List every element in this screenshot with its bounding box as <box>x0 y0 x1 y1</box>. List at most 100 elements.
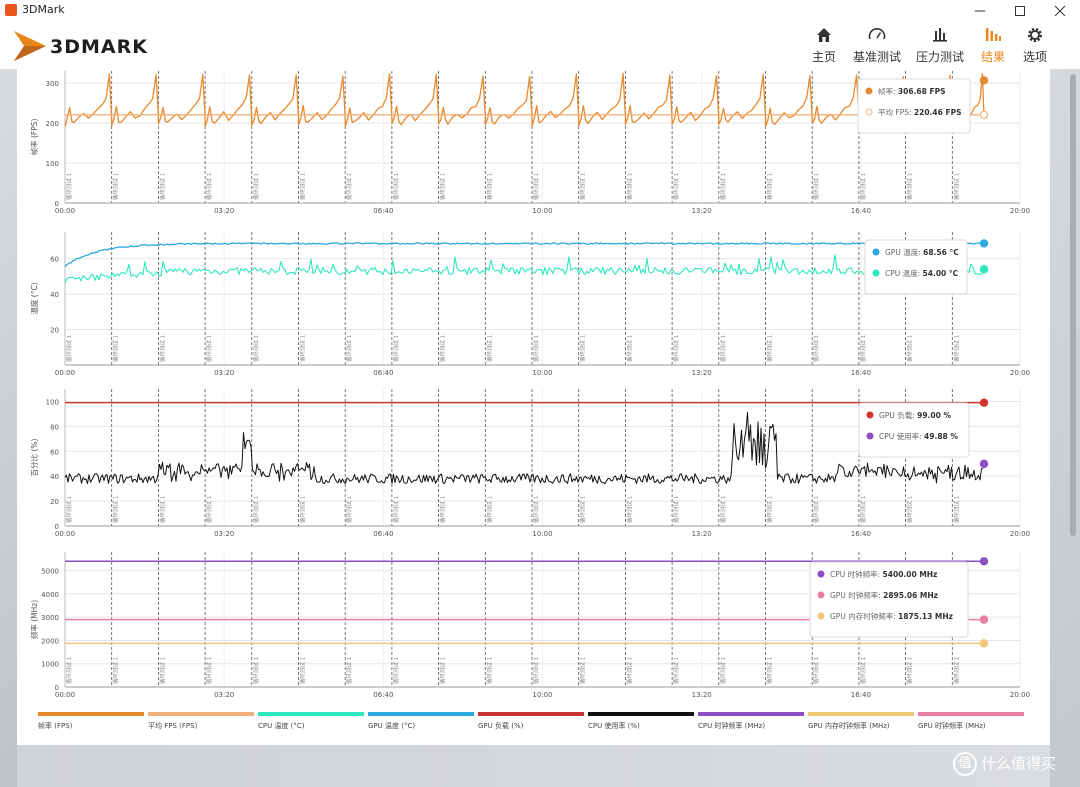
loop-marker-label: 循环测试 1 <box>719 496 727 523</box>
x-tick-label: 10:00 <box>532 207 552 215</box>
legend-swatch <box>588 712 694 716</box>
tooltip-swatch <box>817 612 825 620</box>
legend-swatch <box>478 712 584 716</box>
loop-marker-label: 循环测试 1 <box>299 173 307 200</box>
x-tick-label: 20:00 <box>1010 691 1030 699</box>
app-header: 3DMARK 主页 基准测试 压力测试 结果 选项 <box>0 21 1080 69</box>
loop-marker-label: 循环测试 1 <box>952 657 960 684</box>
tooltip-row: GPU 内存时钟频率: 1875.13 MHz <box>830 611 953 621</box>
loop-marker-label: 循环测试 1 <box>205 173 213 200</box>
nav-benchmarks-label: 基准测试 <box>852 50 901 64</box>
nav-home[interactable]: 主页 <box>805 25 843 67</box>
loop-marker-label: 循环测试 1 <box>532 496 540 523</box>
x-tick-label: 10:00 <box>532 691 552 699</box>
legend-label: GPU 温度 (°C) <box>368 721 415 730</box>
loop-marker-label: 循环测试 1 <box>439 173 447 200</box>
close-button[interactable] <box>1040 0 1080 21</box>
legend-label: CPU 使用率 (%) <box>588 721 640 730</box>
x-tick-label: 20:00 <box>1010 530 1030 538</box>
maximize-icon <box>1015 6 1025 16</box>
loop-marker-label: 循环测试 1 <box>65 335 73 362</box>
loop-marker-label: 循环测试 1 <box>532 173 540 200</box>
tooltip-swatch <box>817 591 825 599</box>
loop-marker-label: 循环测试 1 <box>252 173 260 200</box>
loop-marker-label: 循环测试 1 <box>719 173 727 200</box>
x-tick-label: 16:40 <box>851 207 871 215</box>
legend-label: 帧率 (FPS) <box>38 721 73 730</box>
y-tick-label: 40 <box>50 473 59 481</box>
x-tick-label: 03:20 <box>214 369 234 377</box>
x-tick-label: 00:00 <box>55 530 75 538</box>
legend-swatch <box>368 712 474 716</box>
gauge-icon <box>868 28 886 40</box>
nav-results[interactable]: 结果 <box>975 25 1011 67</box>
scrollbar-thumb[interactable] <box>1070 74 1076 536</box>
x-tick-label: 13:20 <box>692 691 712 699</box>
nav-stress-tests-label: 压力测试 <box>915 50 964 64</box>
loop-marker-label: 循环测试 1 <box>299 496 307 523</box>
y-tick-label: 4000 <box>41 591 59 599</box>
percentage-tooltip <box>858 402 970 458</box>
loop-marker-label: 循环测试 1 <box>532 657 540 684</box>
x-tick-label: 03:20 <box>214 207 234 215</box>
tooltip-row: 帧率: 306.68 FPS <box>878 86 946 96</box>
tooltip-swatch <box>865 108 873 116</box>
background-bottom <box>17 745 1050 787</box>
loop-marker-label: 循环测试 1 <box>65 657 73 684</box>
legend-swatch <box>918 712 1024 716</box>
loop-marker-label: 循环测试 1 <box>766 657 774 684</box>
maximize-button[interactable] <box>1000 0 1040 21</box>
loop-marker-label: 循环测试 1 <box>158 657 166 684</box>
loop-marker-label: 循环测试 1 <box>952 173 960 200</box>
loop-marker-label: 循环测试 1 <box>205 657 213 684</box>
loop-marker-label: 循环测试 1 <box>952 496 960 523</box>
loop-marker-label: 循环测试 1 <box>719 657 727 684</box>
brand-logo[interactable]: 3DMARK <box>12 29 172 63</box>
y-tick-label: 60 <box>50 256 59 264</box>
legend-label: 平均 FPS (FPS) <box>148 721 198 730</box>
loop-marker-label: 循环测试 1 <box>158 335 166 362</box>
temperature-tooltip <box>864 239 968 295</box>
loop-marker-label: 循环测试 1 <box>812 496 820 523</box>
loop-marker-label: 循环测试 1 <box>579 173 587 200</box>
window-title: 3DMark <box>22 3 65 16</box>
y-tick-label: 1000 <box>41 661 59 669</box>
loop-marker-label: 循环测试 1 <box>112 657 120 684</box>
nav-stress-tests[interactable]: 压力测试 <box>913 25 967 67</box>
gpu-mem-clock-series-end-dot <box>979 639 989 648</box>
minimize-button[interactable] <box>960 0 1000 21</box>
loop-marker-label: 循环测试 1 <box>65 173 73 200</box>
loop-marker-label: 循环测试 1 <box>906 173 914 200</box>
loop-marker-label: 循环测试 1 <box>112 335 120 362</box>
gpu-temp-series <box>64 242 983 268</box>
cpu-clock-series-end-dot <box>979 557 989 566</box>
gear-icon <box>1028 28 1042 42</box>
results-icon <box>986 28 1001 41</box>
cpu-usage-series <box>64 411 984 485</box>
tooltip-swatch <box>872 248 880 256</box>
loop-marker-label: 循环测试 1 <box>485 335 493 362</box>
results-panel: 0 100 200 300 循环测试 1 循环测试 1 循环测试 1 循环测试 1 循环测试 1… <box>17 69 1050 745</box>
legend-label: GPU 时钟频率 (MHz) <box>918 721 986 730</box>
fps-series <box>64 72 985 128</box>
x-tick-label: 10:00 <box>532 530 552 538</box>
loop-marker-label: 循环测试 1 <box>112 496 120 523</box>
loop-marker-label: 循环测试 1 <box>392 335 400 362</box>
clock-chart: 0 1000 2000 3000 4000 5000 循环测试 1 循环测试 1 循环测试 1 循… <box>29 552 1030 699</box>
fps-chart: 0 100 200 300 循环测试 1 循环测试 1 循环测试 1 循环测试 1 循环测试 1… <box>29 71 1030 215</box>
loop-marker-label: 循环测试 1 <box>672 335 680 362</box>
loop-marker-label: 循环测试 1 <box>859 496 867 523</box>
tooltip-swatch <box>872 269 880 277</box>
x-tick-label: 06:40 <box>373 369 393 377</box>
legend-label: GPU 负载 (%) <box>478 721 524 730</box>
y-tick-label: 3000 <box>41 614 59 622</box>
nav-benchmarks[interactable]: 基准测试 <box>850 25 904 67</box>
nav-options[interactable]: 选项 <box>1018 25 1052 67</box>
x-tick-label: 06:40 <box>373 207 393 215</box>
fps-end-dot <box>979 76 989 85</box>
loop-marker-label: 循环测试 1 <box>158 496 166 523</box>
bars-icon <box>933 28 947 42</box>
loop-marker-label: 循环测试 1 <box>859 173 867 200</box>
y-tick-label: 40 <box>50 291 59 299</box>
loop-marker-label: 循环测试 1 <box>485 657 493 684</box>
